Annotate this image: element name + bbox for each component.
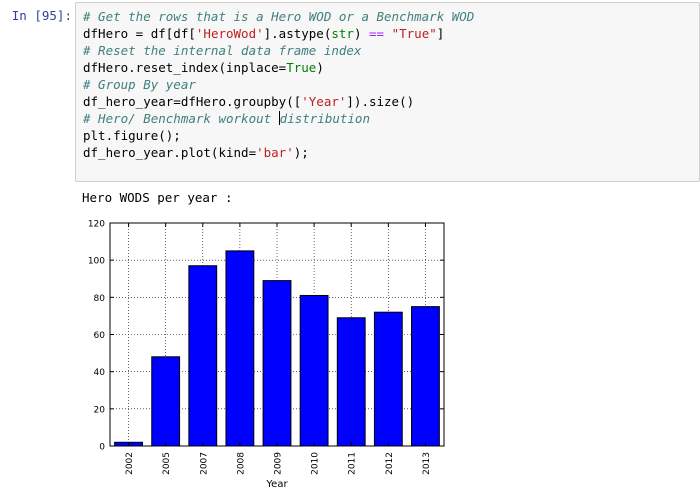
x-tick-label: 2002 (125, 452, 135, 475)
x-axis-label: Year (265, 479, 288, 490)
code-token: dfHero.reset_index(inplace= (83, 60, 287, 75)
code-token: 'HeroWod' (195, 26, 264, 41)
x-tick-label: 2011 (348, 452, 358, 475)
bar-2010 (299, 294, 329, 447)
x-tick-label: 2005 (162, 452, 172, 475)
code-token: str (331, 26, 354, 41)
code-token: 'Year' (301, 94, 347, 109)
code-token: # Get the rows that is a Hero WOD or a B… (83, 9, 475, 24)
bar-2007 (188, 265, 218, 447)
code-token: ].astype( (263, 26, 332, 41)
code-token: 'bar' (256, 145, 294, 160)
code-line: # Get the rows that is a Hero WOD or a B… (83, 8, 474, 25)
bar-2009 (262, 280, 292, 447)
output-text: Hero WODS per year : (82, 190, 233, 205)
bar-2011 (336, 317, 366, 447)
y-tick-label: 20 (94, 405, 106, 415)
y-tick-label: 40 (94, 368, 106, 378)
y-tick-label: 80 (94, 294, 106, 304)
bar-2013 (411, 306, 440, 447)
code-token: ]).size() (346, 94, 415, 109)
code-line: dfHero.reset_index(inplace=True) (83, 59, 474, 76)
code-line: df_hero_year.plot(kind='bar'); (83, 144, 474, 161)
code-token: plt.figure(); (83, 128, 181, 143)
x-tick-label: 2013 (422, 452, 432, 475)
code-editor[interactable]: # Get the rows that is a Hero WOD or a B… (83, 8, 474, 161)
y-tick-label: 100 (88, 257, 105, 267)
x-tick-label: 2007 (199, 452, 209, 475)
code-token: "True" (391, 26, 437, 41)
code-token: ] (436, 26, 445, 41)
cell-prompt: In [95]: (11, 8, 72, 23)
code-line: dfHero = df[df['HeroWod'].astype(str) ==… (83, 25, 474, 42)
x-tick-label: 2009 (274, 452, 284, 475)
code-token: df_hero_year.plot(kind= (83, 145, 257, 160)
code-cell-input[interactable]: # Get the rows that is a Hero WOD or a B… (75, 2, 700, 182)
code-line: df_hero_year=dfHero.groupby(['Year']).si… (83, 93, 474, 110)
code-token: dfHero = df[df[ (83, 26, 196, 41)
code-token: # Hero/ Benchmark workout (83, 111, 279, 126)
bar-2012 (373, 311, 403, 447)
code-token: ) (316, 60, 324, 75)
code-token: True (286, 60, 317, 75)
ticks: 0 20 40 60 80 100 120 2002 2005 2007 2008 2009 2010 2… (88, 220, 444, 475)
code-token: ); (293, 145, 309, 160)
y-tick-label: 120 (88, 220, 105, 230)
code-token: df_hero_year=dfHero.groupby([ (83, 94, 302, 109)
code-line: # Group By year (83, 76, 474, 93)
bar-2005 (151, 356, 181, 447)
x-tick-label: 2008 (236, 452, 246, 475)
code-token: # Group By year (83, 77, 196, 92)
code-token: # Reset the internal data frame index (83, 43, 362, 58)
code-token: == (369, 26, 385, 41)
y-tick-label: 60 (94, 331, 106, 341)
code-line: # Hero/ Benchmark workout distribution (83, 110, 474, 127)
code-token: ) (353, 26, 369, 41)
y-tick-label: 0 (99, 443, 105, 453)
bar-2008 (225, 250, 255, 447)
text-cursor (278, 111, 280, 125)
x-tick-label: 2012 (385, 452, 395, 475)
code-line: # Reset the internal data frame index (83, 42, 474, 59)
code-token: distribution (279, 111, 370, 126)
x-tick-label: 2010 (311, 452, 321, 475)
bars (114, 250, 440, 447)
code-line: plt.figure(); (83, 127, 474, 144)
